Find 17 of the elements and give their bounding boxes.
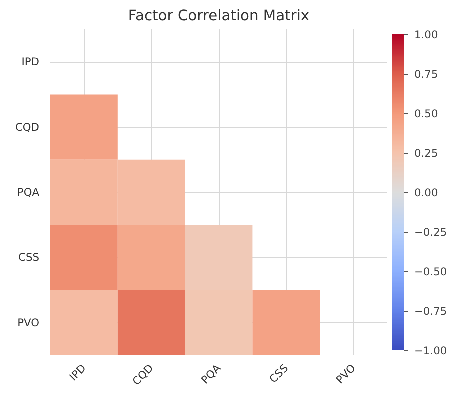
y-tick-label: PQA <box>17 186 40 199</box>
color-bar-label: −0.50 <box>414 266 448 278</box>
color-bar-label: 1.00 <box>414 28 438 42</box>
color-bar-label: 0.25 <box>414 147 438 160</box>
color-bar-label: 0.75 <box>414 68 438 81</box>
color-bar-label: −1.00 <box>414 344 448 358</box>
color-bar-label: −0.25 <box>414 226 448 239</box>
y-tick-label: CQD <box>15 120 40 134</box>
x-tick-label: CSS <box>266 362 292 386</box>
y-tick-label: PVO <box>18 316 40 330</box>
color-bar-label: −0.75 <box>414 305 448 318</box>
y-tick-label: IPD <box>22 56 40 69</box>
x-tick-label: IPD <box>67 362 89 384</box>
chart-title: Factor Correlation Matrix <box>128 8 310 24</box>
color-bar-label: 0.00 <box>414 186 438 200</box>
y-tick-label: CSS <box>18 251 40 264</box>
color-bar-label: 0.50 <box>414 108 438 120</box>
